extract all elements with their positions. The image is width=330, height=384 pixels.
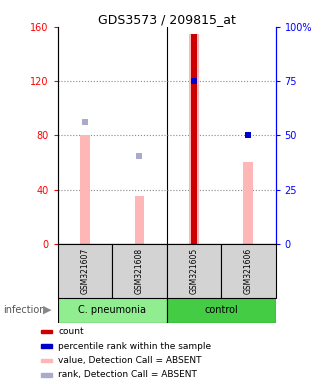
Bar <box>41 373 52 377</box>
Bar <box>244 162 253 244</box>
Text: GSM321607: GSM321607 <box>81 248 89 294</box>
Bar <box>41 330 52 333</box>
Text: percentile rank within the sample: percentile rank within the sample <box>58 342 211 351</box>
Bar <box>167 298 276 323</box>
Bar <box>191 34 197 244</box>
Text: GSM321605: GSM321605 <box>189 248 198 294</box>
Text: infection: infection <box>3 305 46 315</box>
Text: ▶: ▶ <box>43 305 51 315</box>
Bar <box>41 359 52 362</box>
Text: value, Detection Call = ABSENT: value, Detection Call = ABSENT <box>58 356 202 365</box>
Bar <box>135 196 144 244</box>
Text: GSM321608: GSM321608 <box>135 248 144 294</box>
Text: GSM321606: GSM321606 <box>244 248 253 294</box>
Bar <box>41 344 52 348</box>
Bar <box>221 244 276 298</box>
Text: C. pneumonia: C. pneumonia <box>78 305 146 315</box>
Bar <box>58 244 112 298</box>
Text: rank, Detection Call = ABSENT: rank, Detection Call = ABSENT <box>58 371 197 379</box>
Text: count: count <box>58 327 84 336</box>
Bar <box>80 136 90 244</box>
Bar <box>58 298 167 323</box>
Text: control: control <box>204 305 238 315</box>
Bar <box>112 244 167 298</box>
Title: GDS3573 / 209815_at: GDS3573 / 209815_at <box>98 13 236 26</box>
Bar <box>167 244 221 298</box>
Bar <box>189 34 199 244</box>
